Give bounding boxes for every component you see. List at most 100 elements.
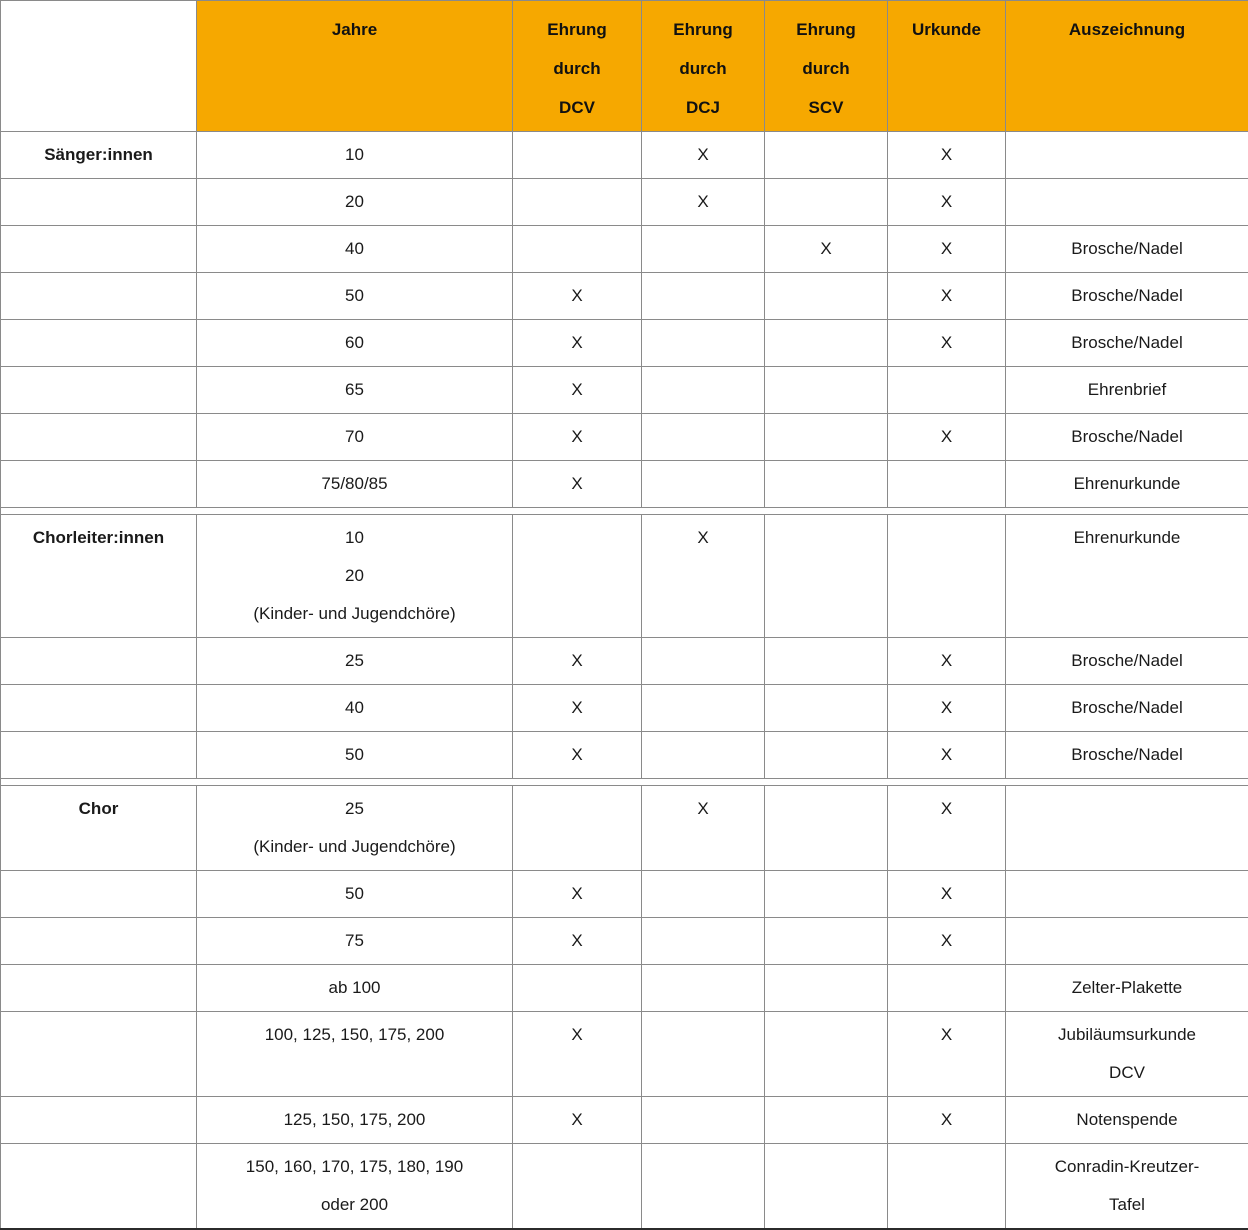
table-row: 60 X X Brosche/Nadel	[1, 320, 1248, 367]
row-label-cell	[1, 273, 197, 320]
cell-scv	[765, 1144, 888, 1230]
cell-jahre: 75/80/85	[197, 461, 513, 508]
cell-scv	[765, 1097, 888, 1144]
cell-urkunde: X	[888, 685, 1006, 732]
cell-jahre: 60	[197, 320, 513, 367]
row-label-cell	[1, 179, 197, 226]
cell-auszeichnung	[1006, 918, 1248, 965]
cell-dcj	[642, 273, 765, 320]
table-row: 125, 150, 175, 200 X X Notenspende	[1, 1097, 1248, 1144]
cell-auszeichnung: Brosche/Nadel	[1006, 320, 1248, 367]
cell-dcj	[642, 918, 765, 965]
table-row: 50 X X Brosche/Nadel	[1, 273, 1248, 320]
header-urkunde: Urkunde	[888, 1, 1006, 132]
cell-dcj	[642, 226, 765, 273]
cell-dcv: X	[513, 638, 642, 685]
cell-jahre: 50	[197, 871, 513, 918]
cell-dcj: X	[642, 515, 765, 638]
row-label-cell	[1, 732, 197, 779]
header-ehrung-scv: Ehrung durch SCV	[765, 1, 888, 132]
cell-dcj	[642, 685, 765, 732]
header-empty-cell	[1, 1, 197, 132]
row-label-cell	[1, 638, 197, 685]
cell-jahre: 10 20 (Kinder- und Jugendchöre)	[197, 515, 513, 638]
table-row: 100, 125, 150, 175, 200 X X Jubiläumsurk…	[1, 1012, 1248, 1097]
cell-urkunde: X	[888, 273, 1006, 320]
cell-dcj	[642, 965, 765, 1012]
cell-dcv	[513, 786, 642, 871]
cell-jahre: 10	[197, 132, 513, 179]
cell-scv	[765, 515, 888, 638]
cell-urkunde: X	[888, 414, 1006, 461]
cell-scv	[765, 273, 888, 320]
table-row: 75 X X	[1, 918, 1248, 965]
table-row: 70 X X Brosche/Nadel	[1, 414, 1248, 461]
cell-urkunde	[888, 367, 1006, 414]
cell-dcv	[513, 132, 642, 179]
cell-auszeichnung: Notenspende	[1006, 1097, 1248, 1144]
cell-auszeichnung: Brosche/Nadel	[1006, 732, 1248, 779]
row-label-cell: Chorleiter:innen	[1, 515, 197, 638]
cell-auszeichnung: Ehrenurkunde	[1006, 515, 1248, 638]
table-row: 40 X X Brosche/Nadel	[1, 226, 1248, 273]
cell-urkunde: X	[888, 871, 1006, 918]
header-ehrung-dcv: Ehrung durch DCV	[513, 1, 642, 132]
cell-urkunde: X	[888, 638, 1006, 685]
cell-jahre: 75	[197, 918, 513, 965]
cell-dcv: X	[513, 414, 642, 461]
table-row: ab 100 Zelter-Plakette	[1, 965, 1248, 1012]
cell-auszeichnung: Ehrenurkunde	[1006, 461, 1248, 508]
cell-dcv	[513, 965, 642, 1012]
cell-auszeichnung: Zelter-Plakette	[1006, 965, 1248, 1012]
cell-scv	[765, 1012, 888, 1097]
cell-urkunde: X	[888, 732, 1006, 779]
row-label-cell	[1, 1097, 197, 1144]
table-row: 75/80/85 X Ehrenurkunde	[1, 461, 1248, 508]
cell-auszeichnung: Brosche/Nadel	[1006, 685, 1248, 732]
cell-jahre: 100, 125, 150, 175, 200	[197, 1012, 513, 1097]
cell-dcj	[642, 1097, 765, 1144]
cell-scv	[765, 367, 888, 414]
table-row: 150, 160, 170, 175, 180, 190 oder 200 Co…	[1, 1144, 1248, 1230]
table-row: Chorleiter:innen 10 20 (Kinder- und Juge…	[1, 515, 1248, 638]
cell-scv	[765, 786, 888, 871]
cell-jahre: 25 (Kinder- und Jugendchöre)	[197, 786, 513, 871]
row-label-cell	[1, 461, 197, 508]
cell-scv: X	[765, 226, 888, 273]
cell-dcj	[642, 732, 765, 779]
cell-auszeichnung: Brosche/Nadel	[1006, 638, 1248, 685]
cell-dcj	[642, 461, 765, 508]
table-row: 40 X X Brosche/Nadel	[1, 685, 1248, 732]
spacer-cell	[1, 508, 1248, 515]
cell-dcj: X	[642, 179, 765, 226]
row-label-cell	[1, 320, 197, 367]
table-row: 20 X X	[1, 179, 1248, 226]
cell-dcj	[642, 320, 765, 367]
cell-scv	[765, 132, 888, 179]
cell-scv	[765, 320, 888, 367]
cell-dcv: X	[513, 685, 642, 732]
row-label-cell	[1, 414, 197, 461]
cell-dcv: X	[513, 732, 642, 779]
cell-scv	[765, 732, 888, 779]
cell-dcv: X	[513, 1097, 642, 1144]
cell-dcj	[642, 638, 765, 685]
row-label-cell	[1, 226, 197, 273]
cell-scv	[765, 918, 888, 965]
cell-dcj	[642, 871, 765, 918]
cell-urkunde: X	[888, 1012, 1006, 1097]
table-row: 50 X X Brosche/Nadel	[1, 732, 1248, 779]
cell-dcv: X	[513, 461, 642, 508]
table-row: 25 X X Brosche/Nadel	[1, 638, 1248, 685]
row-label-cell	[1, 685, 197, 732]
cell-jahre: 50	[197, 732, 513, 779]
cell-dcj	[642, 1144, 765, 1230]
row-label-cell	[1, 1012, 197, 1097]
cell-auszeichnung: Brosche/Nadel	[1006, 414, 1248, 461]
cell-auszeichnung: Brosche/Nadel	[1006, 273, 1248, 320]
cell-dcv: X	[513, 871, 642, 918]
cell-dcv	[513, 226, 642, 273]
cell-dcv	[513, 179, 642, 226]
cell-jahre: 50	[197, 273, 513, 320]
